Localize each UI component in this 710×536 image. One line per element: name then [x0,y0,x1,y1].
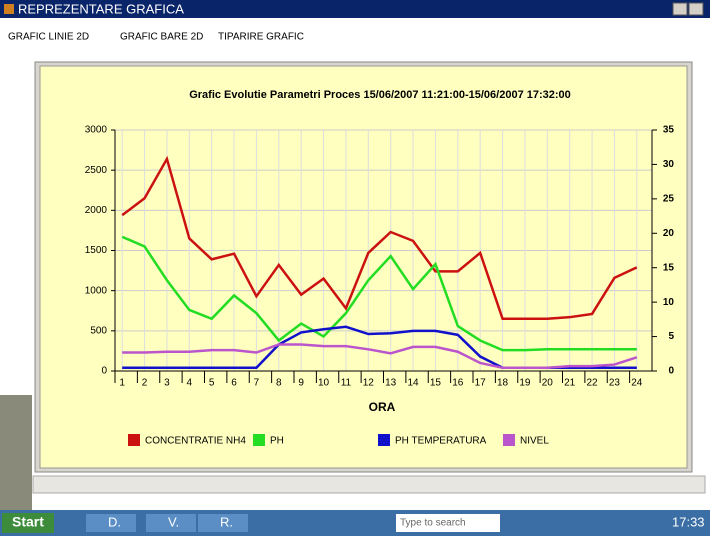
app-icon [4,4,14,14]
taskbar-item[interactable]: D. [108,514,121,529]
x-tick-label: 22 [587,378,599,389]
y-tick-label: 0 [101,366,107,377]
x-tick-label: 19 [519,378,531,389]
x-tick-label: 20 [542,378,554,389]
legend-label: PH [270,436,284,447]
desktop-bg [0,395,32,510]
y2-tick-label: 15 [663,262,675,273]
maximize-button[interactable] [689,3,703,15]
y2-tick-label: 25 [663,193,675,204]
x-tick-label: 14 [408,378,420,389]
taskbar-item[interactable]: V. [168,514,179,529]
legend-swatch [378,434,390,446]
menu-item[interactable]: GRAFIC BARE 2D [120,32,203,43]
x-tick-label: 23 [609,378,621,389]
minimize-button[interactable] [673,3,687,15]
x-tick-label: 16 [452,378,464,389]
x-tick-label: 17 [475,378,487,389]
y-tick-label: 1500 [85,245,108,256]
y2-tick-label: 20 [663,228,675,239]
y2-tick-label: 35 [663,125,675,136]
start-label[interactable]: Start [12,514,44,530]
taskbar-item[interactable]: R. [220,514,233,529]
y2-tick-label: 0 [668,366,674,377]
legend-swatch [503,434,515,446]
legend-label: NIVEL [520,436,549,447]
x-tick-label: 5 [209,378,215,389]
window-title: REPREZENTARE GRAFICA [18,1,184,16]
x-tick-label: 2 [142,378,148,389]
x-tick-label: 1 [119,378,125,389]
menu-item[interactable]: GRAFIC LINIE 2D [8,32,89,43]
y2-tick-label: 10 [663,297,675,308]
x-tick-label: 13 [385,378,397,389]
screen: REPREZENTARE GRAFICA Start Type to searc… [0,0,710,536]
h-scrollbar[interactable] [33,476,705,493]
y-tick-label: 2500 [85,165,108,176]
y2-tick-label: 5 [668,331,674,342]
x-tick-label: 8 [276,378,282,389]
x-tick-label: 21 [564,378,576,389]
search-placeholder[interactable]: Type to search [400,518,466,529]
legend-label: PH TEMPERATURA [395,436,487,447]
x-tick-label: 18 [497,378,509,389]
legend-swatch [253,434,265,446]
x-tick-label: 24 [631,378,643,389]
x-tick-label: 7 [254,378,260,389]
y-tick-label: 3000 [85,125,108,136]
y2-tick-label: 30 [663,159,675,170]
y-tick-label: 2000 [85,205,108,216]
x-tick-label: 15 [430,378,442,389]
x-tick-label: 9 [298,378,304,389]
clock: 17:33 [672,514,705,529]
x-axis-label: ORA [369,400,396,414]
legend-swatch [128,434,140,446]
chart-title: Grafic Evolutie Parametri Proces 15/06/2… [189,89,571,101]
legend-label: CONCENTRATIE NH4 [145,436,246,447]
x-tick-label: 12 [363,378,375,389]
y-tick-label: 500 [90,325,107,336]
x-tick-label: 3 [164,378,170,389]
x-tick-label: 11 [341,378,352,389]
y-tick-label: 1000 [85,285,108,296]
x-tick-label: 4 [187,378,193,389]
x-tick-label: 10 [318,378,330,389]
menu-item[interactable]: TIPARIRE GRAFIC [218,32,304,43]
x-tick-label: 6 [231,378,237,389]
